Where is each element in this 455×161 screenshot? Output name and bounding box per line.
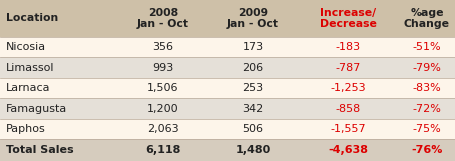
Text: -183: -183 — [335, 42, 360, 52]
Bar — [118, 0, 207, 37]
Text: -858: -858 — [334, 104, 360, 114]
Bar — [118, 98, 207, 119]
Text: 2009
Jan - Oct: 2009 Jan - Oct — [227, 8, 278, 29]
Bar — [0, 37, 118, 57]
Bar — [207, 57, 298, 78]
Text: Larnaca: Larnaca — [6, 83, 51, 93]
Text: 6,118: 6,118 — [145, 145, 180, 155]
Bar — [0, 78, 118, 98]
Bar — [298, 37, 397, 57]
Text: 206: 206 — [242, 63, 263, 73]
Bar — [207, 139, 298, 161]
Bar — [207, 119, 298, 139]
Bar — [207, 98, 298, 119]
Bar — [118, 139, 207, 161]
Text: Increase/
Decrease: Increase/ Decrease — [319, 8, 376, 29]
Bar — [397, 98, 455, 119]
Text: 173: 173 — [242, 42, 263, 52]
Bar — [298, 119, 397, 139]
Text: 1,506: 1,506 — [147, 83, 178, 93]
Bar — [397, 119, 455, 139]
Bar — [397, 37, 455, 57]
Bar — [298, 57, 397, 78]
Text: -51%: -51% — [412, 42, 440, 52]
Bar — [118, 57, 207, 78]
Bar — [0, 0, 118, 37]
Text: -4,638: -4,638 — [327, 145, 367, 155]
Text: %age
Change: %age Change — [403, 8, 449, 29]
Text: Total Sales: Total Sales — [6, 145, 73, 155]
Text: -1,253: -1,253 — [329, 83, 365, 93]
Text: 342: 342 — [242, 104, 263, 114]
Bar — [118, 37, 207, 57]
Text: Limassol: Limassol — [6, 63, 55, 73]
Bar — [397, 78, 455, 98]
Bar — [207, 78, 298, 98]
Text: 2,063: 2,063 — [147, 124, 178, 134]
Text: 1,480: 1,480 — [235, 145, 270, 155]
Text: 506: 506 — [242, 124, 263, 134]
Bar — [298, 0, 397, 37]
Text: -787: -787 — [334, 63, 360, 73]
Bar — [397, 57, 455, 78]
Text: Location: Location — [6, 14, 58, 24]
Bar — [397, 139, 455, 161]
Text: -76%: -76% — [410, 145, 442, 155]
Bar — [0, 57, 118, 78]
Text: 993: 993 — [152, 63, 173, 73]
Text: 2008
Jan - Oct: 2008 Jan - Oct — [136, 8, 188, 29]
Bar — [0, 139, 118, 161]
Bar — [298, 98, 397, 119]
Bar — [0, 98, 118, 119]
Bar — [118, 78, 207, 98]
Text: 1,200: 1,200 — [147, 104, 178, 114]
Text: -83%: -83% — [412, 83, 440, 93]
Bar — [118, 119, 207, 139]
Text: Nicosia: Nicosia — [6, 42, 46, 52]
Bar — [397, 0, 455, 37]
Text: -1,557: -1,557 — [329, 124, 365, 134]
Text: -75%: -75% — [412, 124, 440, 134]
Text: 253: 253 — [242, 83, 263, 93]
Text: -72%: -72% — [412, 104, 440, 114]
Bar — [207, 37, 298, 57]
Bar — [298, 78, 397, 98]
Bar — [298, 139, 397, 161]
Text: Paphos: Paphos — [6, 124, 46, 134]
Text: Famagusta: Famagusta — [6, 104, 67, 114]
Text: 356: 356 — [152, 42, 173, 52]
Text: -79%: -79% — [412, 63, 440, 73]
Bar — [0, 119, 118, 139]
Bar — [207, 0, 298, 37]
